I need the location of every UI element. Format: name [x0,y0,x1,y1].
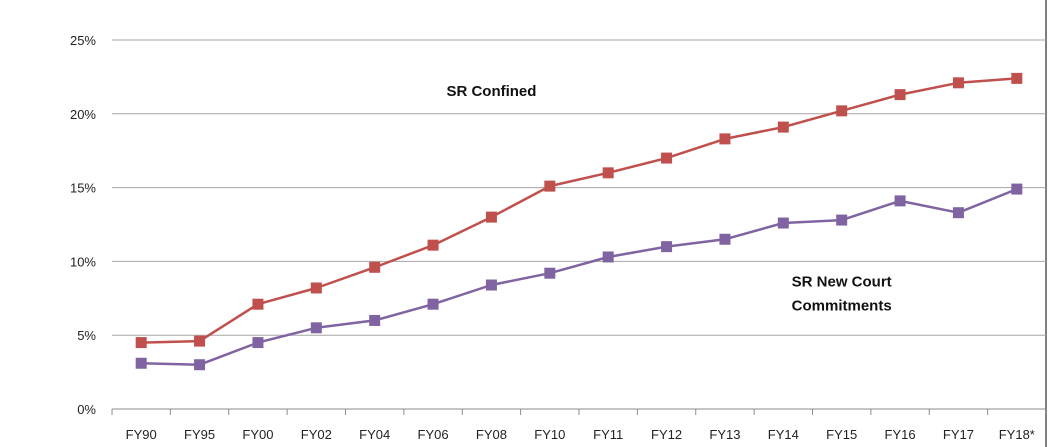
data-point [310,322,322,334]
data-point [661,152,673,164]
data-point [194,335,206,347]
series-annotation: SR Confined [446,83,536,100]
data-point [1011,183,1023,195]
series-annotation: Commitments [792,297,892,314]
y-tick-label: 15% [70,181,96,196]
data-point [252,298,264,310]
x-tick-label: FY11 [593,427,623,442]
annotations: SR Confined SR New Court Commitments [446,83,891,314]
data-point [194,359,206,371]
y-tick-label: 20% [70,107,96,122]
series-0 [135,72,1023,349]
y-tick-labels: 0% 5% 10% 15% 20% 25% [70,33,96,417]
data-point [894,89,906,101]
data-point [369,261,381,273]
axes [111,408,1047,415]
y-tick-label: 10% [70,254,96,269]
data-point [777,121,789,133]
data-point [602,251,614,263]
data-point [485,279,497,291]
data-point [836,214,848,226]
series-annotation: SR New Court [792,273,892,290]
data-point [1011,72,1023,84]
x-tick-label: FY12 [651,427,682,442]
data-point [661,241,673,253]
data-point [135,337,147,349]
series-line [141,77,1017,344]
x-tick-label: FY15 [826,427,857,442]
data-point [369,314,381,326]
x-tick-label: FY90 [126,427,157,442]
data-point [310,282,322,294]
x-tick-label: FY17 [943,427,974,442]
data-point [427,239,439,251]
data-point [836,105,848,117]
data-point [894,195,906,207]
data-point [252,337,264,349]
y-tick-label: 5% [77,328,96,343]
gridlines [112,39,1046,336]
x-tick-label: FY02 [301,427,332,442]
data-point [544,180,556,192]
x-tick-label: FY18* [999,427,1035,442]
x-tick-label: FY06 [418,427,449,442]
x-tick-label: FY08 [476,427,507,442]
data-point [544,267,556,279]
series-1 [135,183,1023,371]
x-tick-label: FY13 [709,427,740,442]
y-tick-label: 0% [77,402,96,417]
series-line [141,187,1018,366]
x-tick-label: FY00 [242,427,273,442]
data-point [135,357,147,369]
series [135,72,1023,371]
x-tick-label: FY95 [184,427,215,442]
x-tick-labels: FY90 FY95 FY00 FY02 FY04 FY06 FY08 FY10 FY11 FY12… [126,427,1035,442]
data-point [427,298,439,310]
x-tick-label: FY04 [359,427,390,442]
data-point [602,167,614,179]
data-point [719,233,731,245]
x-tick-label: FY14 [768,427,799,442]
data-point [485,211,497,223]
data-point [952,207,964,219]
x-tick-label: FY10 [534,427,565,442]
data-point [719,133,731,145]
y-tick-label: 25% [70,33,96,48]
data-point [952,77,964,89]
x-tick-label: FY16 [885,427,916,442]
data-point [777,217,789,229]
